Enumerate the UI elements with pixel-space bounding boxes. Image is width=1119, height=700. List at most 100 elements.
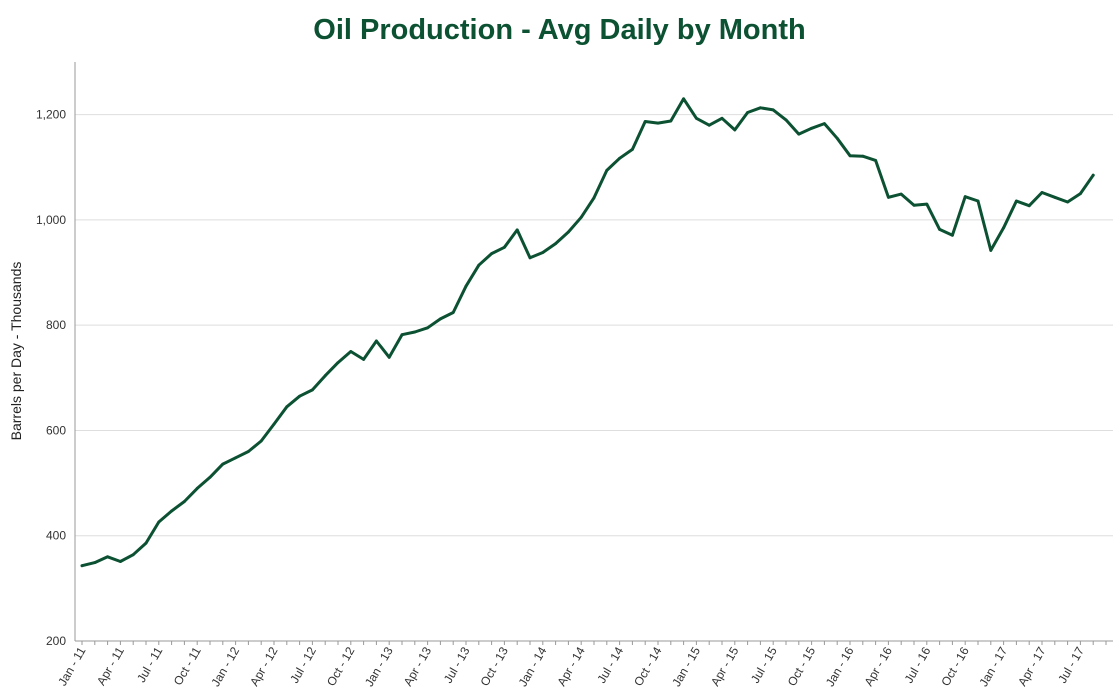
data-point (515, 228, 519, 232)
x-tick-label: Oct - 14 (631, 644, 665, 688)
data-point (554, 242, 557, 246)
data-point (1002, 226, 1005, 230)
data-point (464, 284, 468, 288)
data-point (810, 126, 813, 130)
data-point (951, 233, 954, 237)
data-point (669, 119, 673, 123)
data-point (643, 120, 647, 123)
data-point (234, 456, 238, 460)
y-axis-title: Barrels per Day - Thousands (8, 262, 24, 441)
data-point (874, 159, 877, 162)
series-line (80, 97, 1095, 568)
axes (74, 62, 1113, 645)
data-point (976, 199, 980, 203)
gridlines (75, 114, 1113, 537)
x-tick-label: Jan - 14 (516, 644, 550, 689)
data-point (592, 196, 596, 200)
x-tick-label: Oct - 11 (171, 644, 204, 687)
data-point (119, 560, 122, 563)
y-tick-labels: 200 400 600 800 1,000 1,200 (36, 108, 66, 648)
x-tick-label: Jan - 13 (362, 644, 396, 689)
data-point (157, 520, 161, 524)
data-point (451, 311, 455, 314)
data-point (823, 122, 826, 125)
y-tick-label: 200 (46, 634, 66, 648)
chart-title: Oil Production - Avg Daily by Month (313, 14, 806, 46)
data-point (528, 256, 532, 260)
x-tick-label: Apr - 14 (554, 644, 588, 688)
data-point (362, 358, 365, 361)
data-point (899, 192, 903, 196)
data-point (746, 111, 749, 114)
data-point (349, 350, 353, 353)
x-tick-label: Jan - 17 (976, 644, 1010, 689)
data-point (631, 148, 634, 151)
x-tick-label: Jul - 13 (441, 644, 473, 685)
data-point (848, 154, 852, 158)
data-point (618, 156, 621, 160)
data-point (195, 487, 199, 490)
data-point (541, 251, 545, 254)
data-point (1027, 204, 1031, 208)
x-tick-label: Jul - 12 (287, 644, 319, 685)
y-tick-label: 600 (46, 423, 66, 437)
data-point (285, 405, 289, 409)
data-point (1079, 192, 1082, 196)
data-point (605, 169, 609, 172)
data-point (771, 108, 775, 112)
data-point (567, 230, 570, 234)
data-point (938, 228, 941, 231)
x-tick-label: Apr - 11 (94, 644, 127, 687)
x-tick-label: Jul - 14 (594, 644, 626, 685)
x-tick-label: Jan - 11 (55, 644, 89, 688)
data-point (439, 317, 442, 321)
data-point (861, 154, 865, 158)
data-point (682, 97, 685, 101)
data-point (989, 249, 993, 252)
x-tick-label: Jul - 15 (748, 644, 780, 685)
x-tick-label: Jul - 16 (902, 644, 934, 685)
data-point (183, 500, 186, 503)
y-tick-label: 400 (46, 529, 66, 543)
data-point (759, 106, 762, 110)
data-point (400, 333, 404, 337)
data-point (1066, 200, 1069, 204)
data-point (208, 475, 212, 479)
x-tick-label: Oct - 12 (324, 644, 358, 688)
data-point (925, 202, 929, 206)
data-point (80, 564, 84, 568)
x-tick-label: Oct - 13 (478, 644, 512, 688)
data-point (131, 553, 135, 557)
data-point (656, 121, 660, 125)
data-point (707, 123, 711, 127)
data-point (912, 203, 916, 207)
data-point (336, 361, 340, 364)
data-point (93, 561, 97, 564)
data-point (272, 422, 276, 426)
data-point (1015, 199, 1018, 203)
data-point (106, 555, 109, 559)
data-point (1091, 173, 1095, 177)
x-tick-label: Oct - 15 (785, 644, 819, 688)
data-point (720, 116, 724, 120)
x-tick-label: Apr - 15 (708, 644, 742, 688)
series-layer (80, 97, 1095, 568)
x-tick-label: Apr - 16 (862, 644, 896, 688)
data-point (733, 128, 737, 132)
y-tick-label: 1,000 (36, 213, 66, 227)
data-point (887, 195, 890, 199)
data-point (477, 263, 481, 267)
data-point (221, 462, 225, 466)
x-tick-label: Oct - 16 (938, 644, 972, 688)
x-tick-label: Jul - 11 (134, 644, 166, 685)
data-point (797, 132, 801, 136)
data-point (1053, 195, 1057, 199)
data-point (247, 450, 250, 453)
data-point (311, 388, 314, 392)
data-point (695, 116, 698, 120)
x-tick-label: Jan - 12 (208, 644, 242, 689)
data-point (323, 374, 327, 378)
data-point (298, 394, 301, 398)
